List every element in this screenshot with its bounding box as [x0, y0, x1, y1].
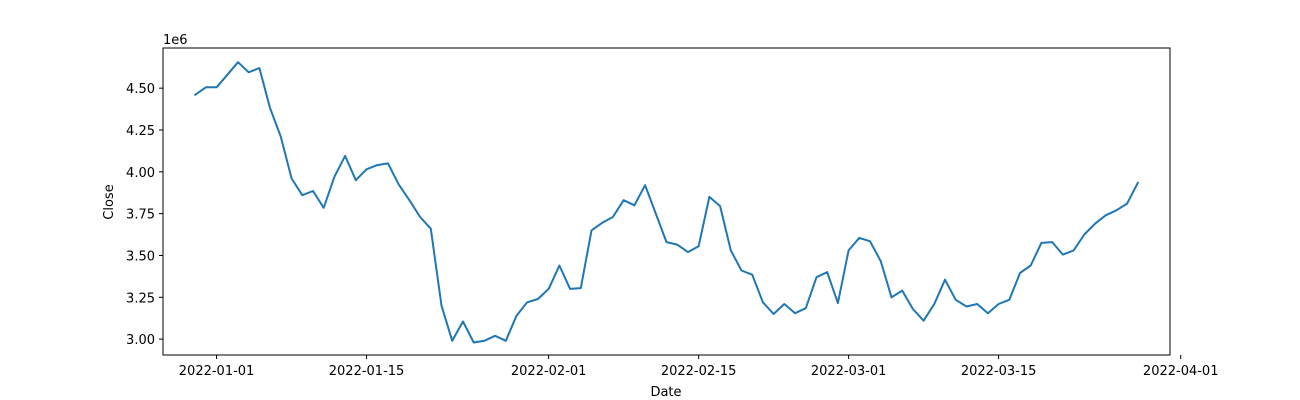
y-tick-label: 4.25 [126, 124, 155, 139]
y-tick-label: 3.75 [126, 208, 155, 223]
plot-area-frame [162, 47, 1171, 356]
y-tick-label: 3.00 [126, 333, 155, 348]
y-axis-label: Close [102, 184, 117, 219]
x-axis-label: Date [650, 385, 681, 400]
x-tick-label: 2022-04-01 [1143, 364, 1219, 379]
close-price-line [194, 61, 1139, 344]
x-tick-label: 2022-01-15 [329, 364, 405, 379]
y-tick-label: 3.25 [126, 291, 155, 306]
x-tick-label: 2022-01-01 [179, 364, 255, 379]
y-tick-label: 3.50 [126, 249, 155, 264]
y-tick-label: 4.50 [126, 82, 155, 97]
x-tick-label: 2022-03-01 [811, 364, 887, 379]
x-tick-label: 2022-02-15 [661, 364, 737, 379]
y-tick-label: 4.00 [126, 166, 155, 181]
x-axis-ticks: 2022-01-01 2022-01-15 2022-02-01 2022-02-15… [179, 355, 1219, 379]
x-tick-label: 2022-03-15 [961, 364, 1037, 379]
y-axis-offset-label: 1e6 [163, 33, 188, 48]
y-axis-ticks: 3.00 3.25 3.50 3.75 4.00 4.25 4.50 [126, 82, 163, 348]
x-tick-label: 2022-02-01 [511, 364, 587, 379]
